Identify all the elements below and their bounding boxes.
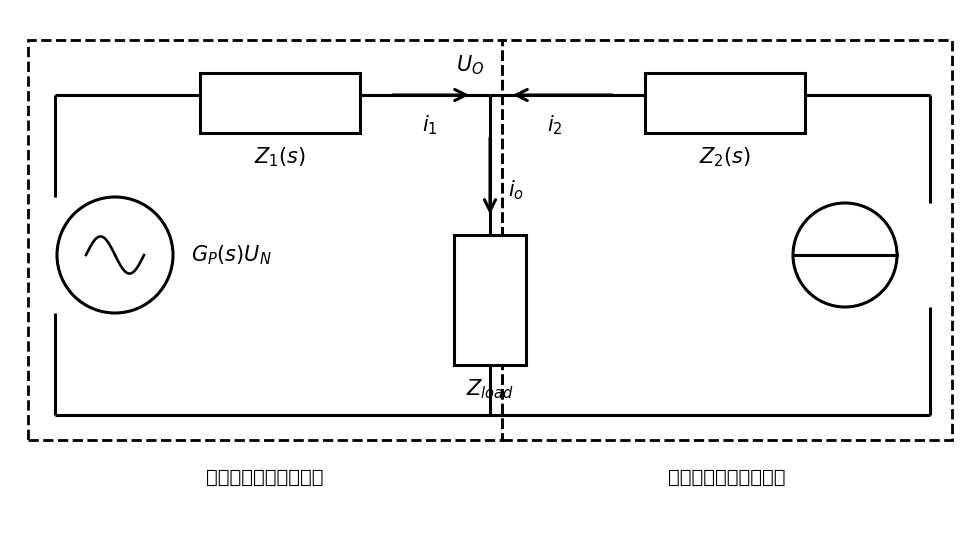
Text: $i_2$: $i_2$ bbox=[547, 113, 563, 137]
Bar bbox=[200, 73, 360, 133]
Text: $i_o$: $i_o$ bbox=[508, 178, 524, 202]
Text: $Z_{load}$: $Z_{load}$ bbox=[466, 377, 514, 400]
Text: $Z_2(s)$: $Z_2(s)$ bbox=[699, 145, 751, 169]
Text: $U_O$: $U_O$ bbox=[456, 54, 484, 77]
Text: $i_1$: $i_1$ bbox=[422, 113, 438, 137]
Text: $G_P(s)U_N$: $G_P(s)U_N$ bbox=[191, 243, 271, 267]
Text: 主逆变器等效输出模型: 主逆变器等效输出模型 bbox=[206, 468, 323, 487]
Text: 从逆变器等效输出模型: 从逆变器等效输出模型 bbox=[668, 468, 786, 487]
Bar bbox=[28, 40, 502, 440]
Bar bbox=[502, 40, 952, 440]
Bar bbox=[454, 235, 526, 365]
Bar bbox=[645, 73, 805, 133]
Text: $Z_1(s)$: $Z_1(s)$ bbox=[254, 145, 306, 169]
